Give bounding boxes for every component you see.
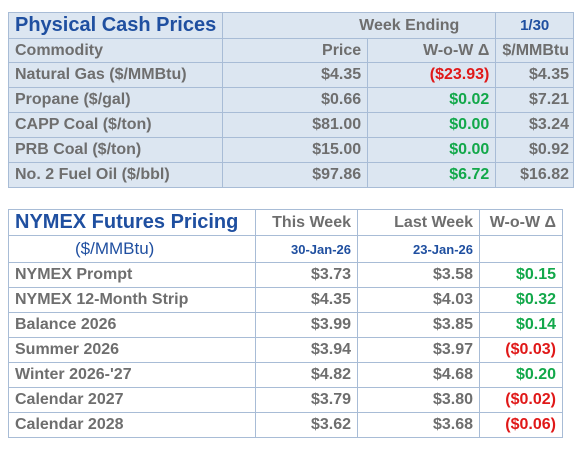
nymex-title: NYMEX Futures Pricing <box>8 209 256 236</box>
contract-name-cell: Balance 2026 <box>8 312 256 338</box>
physical-header-row: Commodity Price W-o-W Δ $/MMBtu <box>7 38 574 63</box>
physical-title: Physical Cash Prices <box>7 12 224 39</box>
contract-name-cell: Summer 2026 <box>8 337 256 363</box>
commodity-cell: No. 2 Fuel Oil ($/bbl) <box>7 162 224 188</box>
price-cell: $97.86 <box>222 162 369 188</box>
physical-cash-prices-table: Physical Cash Prices Week Ending 1/30 Co… <box>7 12 574 188</box>
mmbtu-cell: $0.92 <box>495 137 574 163</box>
contract-name-cell: Winter 2026-'27 <box>8 362 256 388</box>
price-cell: $15.00 <box>222 137 369 163</box>
commodity-cell: Natural Gas ($/MMBtu) <box>7 62 224 88</box>
last-week-cell: $3.80 <box>357 387 480 413</box>
nymex-row: Summer 2026 $3.94 $3.97 ($0.03) <box>8 337 563 363</box>
week-ending-date: 1/30 <box>495 12 574 39</box>
this-week-cell: $4.82 <box>255 362 358 388</box>
header-price: Price <box>222 38 369 63</box>
price-cell: $0.66 <box>222 87 369 113</box>
last-week-cell: $4.03 <box>357 287 480 313</box>
mmbtu-cell: $16.82 <box>495 162 574 188</box>
contract-name-cell: NYMEX Prompt <box>8 262 256 288</box>
wow-cell: ($23.93) <box>367 62 497 88</box>
this-week-cell: $3.99 <box>255 312 358 338</box>
nymex-row: Calendar 2028 $3.62 $3.68 ($0.06) <box>8 412 563 438</box>
wow-cell: $0.02 <box>367 87 497 113</box>
nymex-wow-cell: $0.14 <box>479 312 563 338</box>
wow-cell: $0.00 <box>367 112 497 138</box>
last-week-date: 23-Jan-26 <box>357 235 480 263</box>
mmbtu-cell: $3.24 <box>495 112 574 138</box>
last-week-cell: $3.68 <box>357 412 480 438</box>
physical-title-row: Physical Cash Prices Week Ending 1/30 <box>7 12 574 39</box>
commodity-cell: Propane ($/gal) <box>7 87 224 113</box>
nymex-subtitle-row: ($/MMBtu) 30-Jan-26 23-Jan-26 <box>8 235 563 263</box>
last-week-cell: $3.58 <box>357 262 480 288</box>
this-week-cell: $3.94 <box>255 337 358 363</box>
nymex-wow-cell: $0.15 <box>479 262 563 288</box>
week-ending-label: Week Ending <box>222 12 497 39</box>
nymex-subtitle-blank <box>479 235 563 263</box>
physical-row: CAPP Coal ($/ton) $81.00 $0.00 $3.24 <box>7 112 574 138</box>
last-week-cell: $3.85 <box>357 312 480 338</box>
nymex-row: NYMEX 12-Month Strip $4.35 $4.03 $0.32 <box>8 287 563 313</box>
physical-row: PRB Coal ($/ton) $15.00 $0.00 $0.92 <box>7 137 574 163</box>
mmbtu-cell: $7.21 <box>495 87 574 113</box>
nymex-futures-table: NYMEX Futures Pricing This Week Last Wee… <box>8 209 563 438</box>
nymex-row: Winter 2026-'27 $4.82 $4.68 $0.20 <box>8 362 563 388</box>
this-week-label: This Week <box>255 209 358 236</box>
this-week-cell: $3.79 <box>255 387 358 413</box>
this-week-cell: $4.35 <box>255 287 358 313</box>
nymex-wow-cell: $0.20 <box>479 362 563 388</box>
nymex-title-row: NYMEX Futures Pricing This Week Last Wee… <box>8 209 563 236</box>
nymex-wow-cell: ($0.03) <box>479 337 563 363</box>
this-week-cell: $3.73 <box>255 262 358 288</box>
header-wow: W-o-W Δ <box>367 38 497 63</box>
nymex-row: Calendar 2027 $3.79 $3.80 ($0.02) <box>8 387 563 413</box>
physical-row: No. 2 Fuel Oil ($/bbl) $97.86 $6.72 $16.82 <box>7 162 574 188</box>
nymex-row: NYMEX Prompt $3.73 $3.58 $0.15 <box>8 262 563 288</box>
mmbtu-cell: $4.35 <box>495 62 574 88</box>
this-week-cell: $3.62 <box>255 412 358 438</box>
price-cell: $4.35 <box>222 62 369 88</box>
this-week-date: 30-Jan-26 <box>255 235 358 263</box>
contract-name-cell: Calendar 2028 <box>8 412 256 438</box>
last-week-cell: $3.97 <box>357 337 480 363</box>
price-cell: $81.00 <box>222 112 369 138</box>
nymex-row: Balance 2026 $3.99 $3.85 $0.14 <box>8 312 563 338</box>
contract-name-cell: NYMEX 12-Month Strip <box>8 287 256 313</box>
nymex-wow-cell: ($0.02) <box>479 387 563 413</box>
physical-row: Propane ($/gal) $0.66 $0.02 $7.21 <box>7 87 574 113</box>
contract-name-cell: Calendar 2027 <box>8 387 256 413</box>
wow-cell: $0.00 <box>367 137 497 163</box>
nymex-wow-cell: $0.32 <box>479 287 563 313</box>
physical-row: Natural Gas ($/MMBtu) $4.35 ($23.93) $4.35 <box>7 62 574 88</box>
header-mmbtu: $/MMBtu <box>495 38 574 63</box>
last-week-cell: $4.68 <box>357 362 480 388</box>
wow-cell: $6.72 <box>367 162 497 188</box>
commodity-cell: PRB Coal ($/ton) <box>7 137 224 163</box>
nymex-wow-label: W-o-W Δ <box>479 209 563 236</box>
commodity-cell: CAPP Coal ($/ton) <box>7 112 224 138</box>
header-commodity: Commodity <box>7 38 224 63</box>
nymex-subtitle: ($/MMBtu) <box>8 235 256 263</box>
last-week-label: Last Week <box>357 209 480 236</box>
nymex-wow-cell: ($0.06) <box>479 412 563 438</box>
